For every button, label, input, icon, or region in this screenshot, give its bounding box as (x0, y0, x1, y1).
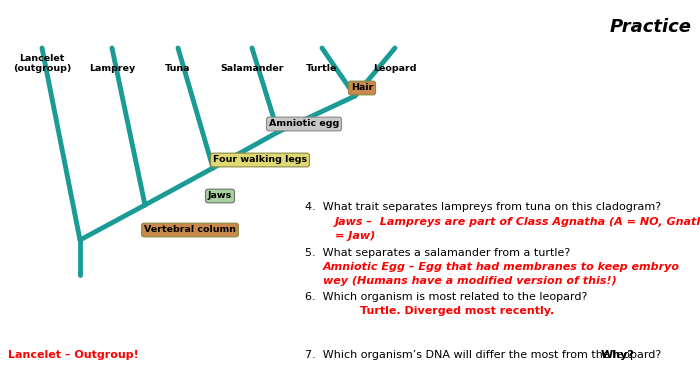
Text: Turtle. Diverged most recently.: Turtle. Diverged most recently. (360, 306, 554, 316)
Text: Lamprey: Lamprey (89, 64, 135, 73)
Text: Lancelet – Outgroup!: Lancelet – Outgroup! (8, 350, 139, 360)
Text: 7.  Which organism’s DNA will differ the most from the leopard?: 7. Which organism’s DNA will differ the … (305, 350, 668, 360)
Text: Jaws: Jaws (208, 192, 232, 201)
Text: Amniotic egg: Amniotic egg (269, 120, 339, 129)
Text: 4.  What trait separates lampreys from tuna on this cladogram?: 4. What trait separates lampreys from tu… (305, 202, 661, 212)
Text: Hair: Hair (351, 83, 373, 92)
Text: Leopard: Leopard (373, 64, 416, 73)
Text: Tuna: Tuna (165, 64, 190, 73)
Text: Why?: Why? (601, 350, 635, 360)
Text: Jaws –  Lampreys are part of Class Agnatha (A = NO, Gnath: Jaws – Lampreys are part of Class Agnath… (335, 217, 700, 227)
Text: Amniotic Egg – Egg that had membranes to keep embryo: Amniotic Egg – Egg that had membranes to… (323, 262, 680, 272)
Text: = Jaw): = Jaw) (335, 231, 375, 241)
Text: Vertebral column: Vertebral column (144, 225, 236, 234)
Text: 6.  Which organism is most related to the leopard?: 6. Which organism is most related to the… (305, 292, 587, 302)
Text: Salamander: Salamander (220, 64, 284, 73)
Text: Practice: Practice (610, 18, 692, 36)
Text: wey (Humans have a modified version of this!): wey (Humans have a modified version of t… (323, 276, 617, 286)
Text: Four walking legs: Four walking legs (213, 155, 307, 164)
Text: Lancelet
(outgroup): Lancelet (outgroup) (13, 54, 71, 73)
Text: Turtle: Turtle (307, 64, 337, 73)
Text: 5.  What separates a salamander from a turtle?: 5. What separates a salamander from a tu… (305, 248, 570, 258)
